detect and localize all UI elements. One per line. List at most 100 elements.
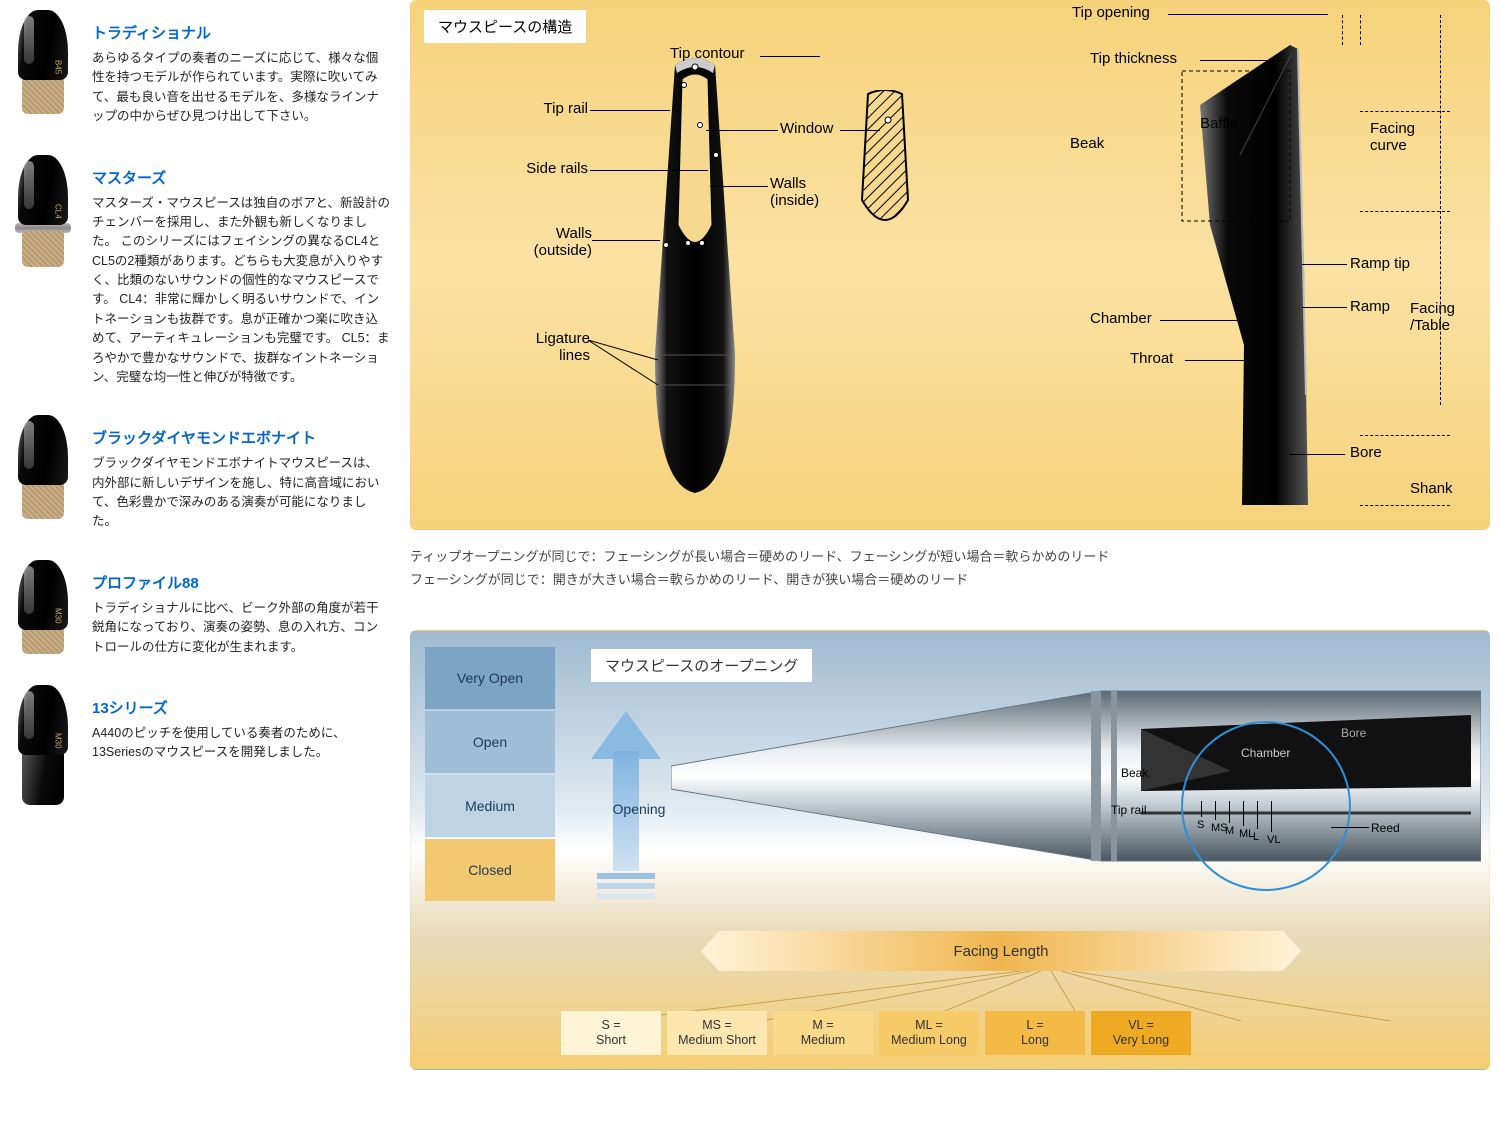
label-throat: Throat [1130,350,1173,367]
tick-mark [1229,801,1230,823]
label-window: Window [780,120,833,137]
structure-title: マウスピースの構造 [424,10,586,43]
product-item: M30 プロファイル88 トラディショナルに比べ、ビーク外部の角度が若干鋭角になって… [5,560,390,657]
length-legend-box: ML =Medium Long [879,1011,979,1055]
structure-notes: ティップオープニングが同じで：フェーシングが長い場合＝硬めのリード、フェーシング… [410,545,1490,592]
mouthpiece-thumbnail [5,415,80,519]
product-description: A440のピッチを使用している奏者のために、13Seriesのマウスピースを開発… [92,724,390,763]
length-legend-box: MS =Medium Short [667,1011,767,1055]
product-text: ブラックダイヤモンドエボナイトブラックダイヤモンドエボナイトマウスピースは、内外… [92,415,390,532]
product-item: ブラックダイヤモンドエボナイトブラックダイヤモンドエボナイトマウスピースは、内外… [5,415,390,532]
label-facing-curve: Facing curve [1370,120,1415,154]
tick-mark [1257,801,1258,829]
length-code: MS = [702,1018,732,1033]
length-legend-box: S =Short [561,1011,661,1055]
length-code: M = [812,1018,833,1033]
product-item: M30 13シリーズ A440のピッチを使用している奏者のために、13Seriesの… [5,685,390,805]
opening-diagram-panel: マウスピースのオープニング Very OpenOpenMediumClosed … [410,630,1490,1070]
tick-label: VL [1267,834,1280,846]
mouthpiece-thumbnail: B45 [5,10,80,114]
label-chamber: Chamber [1090,310,1152,327]
length-code: VL = [1128,1018,1154,1033]
label-tip-rail: Tip rail [498,100,588,117]
opening-stack-row: Closed [425,839,555,901]
label-walls-outside: Walls (outside) [492,225,592,259]
label-tip-contour: Tip contour [670,45,744,62]
label-chamber-side: Chamber [1241,746,1290,760]
product-text: プロファイル88 トラディショナルに比べ、ビーク外部の角度が若干鋭角になっており、… [92,560,390,657]
length-name: Very Long [1113,1033,1169,1048]
length-name: Short [596,1033,626,1048]
front-view-mouthpiece [630,55,760,495]
product-description: あらゆるタイプの奏者のニーズに応じて、様々な個性を持つモデルが作られています。実… [92,49,390,127]
label-bore: Bore [1350,444,1382,461]
label-reed-side: Reed [1371,821,1400,835]
product-item: CL4マスターズマスターズ・マウスピースは独自のボアと、新設計のチェンバーを採用… [5,155,390,388]
tick-label: L [1253,831,1259,843]
label-beak-side: Beak [1121,766,1148,780]
tick-label: S [1197,819,1204,831]
label-ligature-lines: Ligature lines [470,330,590,364]
opening-arrow-icon: Opening [591,711,661,881]
label-tip-thickness: Tip thickness [1090,50,1177,67]
product-title: ブラックダイヤモンドエボナイト [92,427,390,448]
product-title: トラディショナル [92,22,390,43]
length-legend-box: M =Medium [773,1011,873,1055]
length-name: Medium [801,1033,845,1048]
opening-stack-row: Medium [425,775,555,837]
length-legend-box: VL =Very Long [1091,1011,1191,1055]
tick-mark [1215,801,1216,820]
product-description: マスターズ・マウスピースは独自のボアと、新設計のチェンバーを採用し、また外観も新… [92,194,390,388]
length-code: ML = [915,1018,943,1033]
structure-diagram-panel: マウスピースの構造 [410,0,1490,530]
window-hatched-icon [850,90,920,240]
mouthpiece-thumbnail: M30 [5,560,80,654]
facing-length-label: Facing Length [953,943,1048,960]
product-title: プロファイル88 [92,572,390,593]
label-bore-side: Bore [1341,726,1366,740]
length-code: S = [601,1018,620,1033]
label-side-rails: Side rails [468,160,588,177]
tick-label: ML [1239,828,1254,840]
length-code: L = [1026,1018,1043,1033]
tick-label: M [1225,825,1234,837]
product-title: マスターズ [92,167,390,188]
silver-mouthpiece-side [671,671,1481,881]
structure-note-line: フェーシングが同じで：開きが大きい場合＝軟らかめのリード、開きが狭い場合＝硬めの… [410,568,1490,591]
tick-group: SMSMMLLVL [1201,801,1331,851]
product-text: トラディショナルあらゆるタイプの奏者のニーズに応じて、様々な個性を持つモデルが作… [92,10,390,127]
opening-stack-row: Open [425,711,555,773]
length-legend-box: L =Long [985,1011,1085,1055]
product-text: マスターズマスターズ・マウスピースは独自のボアと、新設計のチェンバーを採用し、ま… [92,155,390,388]
label-tip-opening: Tip opening [1072,4,1150,21]
label-walls-inside: Walls (inside) [770,175,819,209]
label-baffle: Baffle [1200,115,1238,132]
tick-mark [1201,801,1202,817]
label-beak: Beak [1070,135,1104,152]
product-text: 13シリーズ A440のピッチを使用している奏者のために、13Seriesのマウス… [92,685,390,763]
product-description: トラディショナルに比べ、ビーク外部の角度が若干鋭角になっており、演奏の姿勢、息の… [92,599,390,657]
label-ramp: Ramp [1350,298,1390,315]
side-view-mouthpiece [1170,35,1340,515]
product-item: B45トラディショナルあらゆるタイプの奏者のニーズに応じて、様々な個性を持つモデ… [5,10,390,127]
facing-length-bar: Facing Length [701,931,1301,971]
mouthpiece-thumbnail: M30 [5,685,80,805]
length-name: Medium Short [678,1033,756,1048]
label-facing-table: Facing /Table [1410,300,1455,334]
label-shank: Shank [1410,480,1453,497]
opening-arrow-label: Opening [609,801,669,817]
opening-stack: Very OpenOpenMediumClosed [425,647,555,903]
label-tiprail-side: Tip rail [1111,803,1147,817]
product-description: ブラックダイヤモンドエボナイトマウスピースは、内外部に新しいデザインを施し、特に… [92,454,390,532]
tick-mark [1243,801,1244,826]
length-name: Long [1021,1033,1049,1048]
opening-stack-row: Very Open [425,647,555,709]
product-list: B45トラディショナルあらゆるタイプの奏者のニーズに応じて、様々な個性を持つモデ… [0,0,400,843]
length-name: Medium Long [891,1033,967,1048]
tick-mark [1271,801,1272,832]
product-title: 13シリーズ [92,697,390,718]
label-ramp-tip: Ramp tip [1350,255,1410,272]
length-legend-row: S =ShortMS =Medium ShortM =MediumML =Med… [561,1011,1191,1055]
structure-note-line: ティップオープニングが同じで：フェーシングが長い場合＝硬めのリード、フェーシング… [410,545,1490,568]
mouthpiece-thumbnail: CL4 [5,155,80,267]
